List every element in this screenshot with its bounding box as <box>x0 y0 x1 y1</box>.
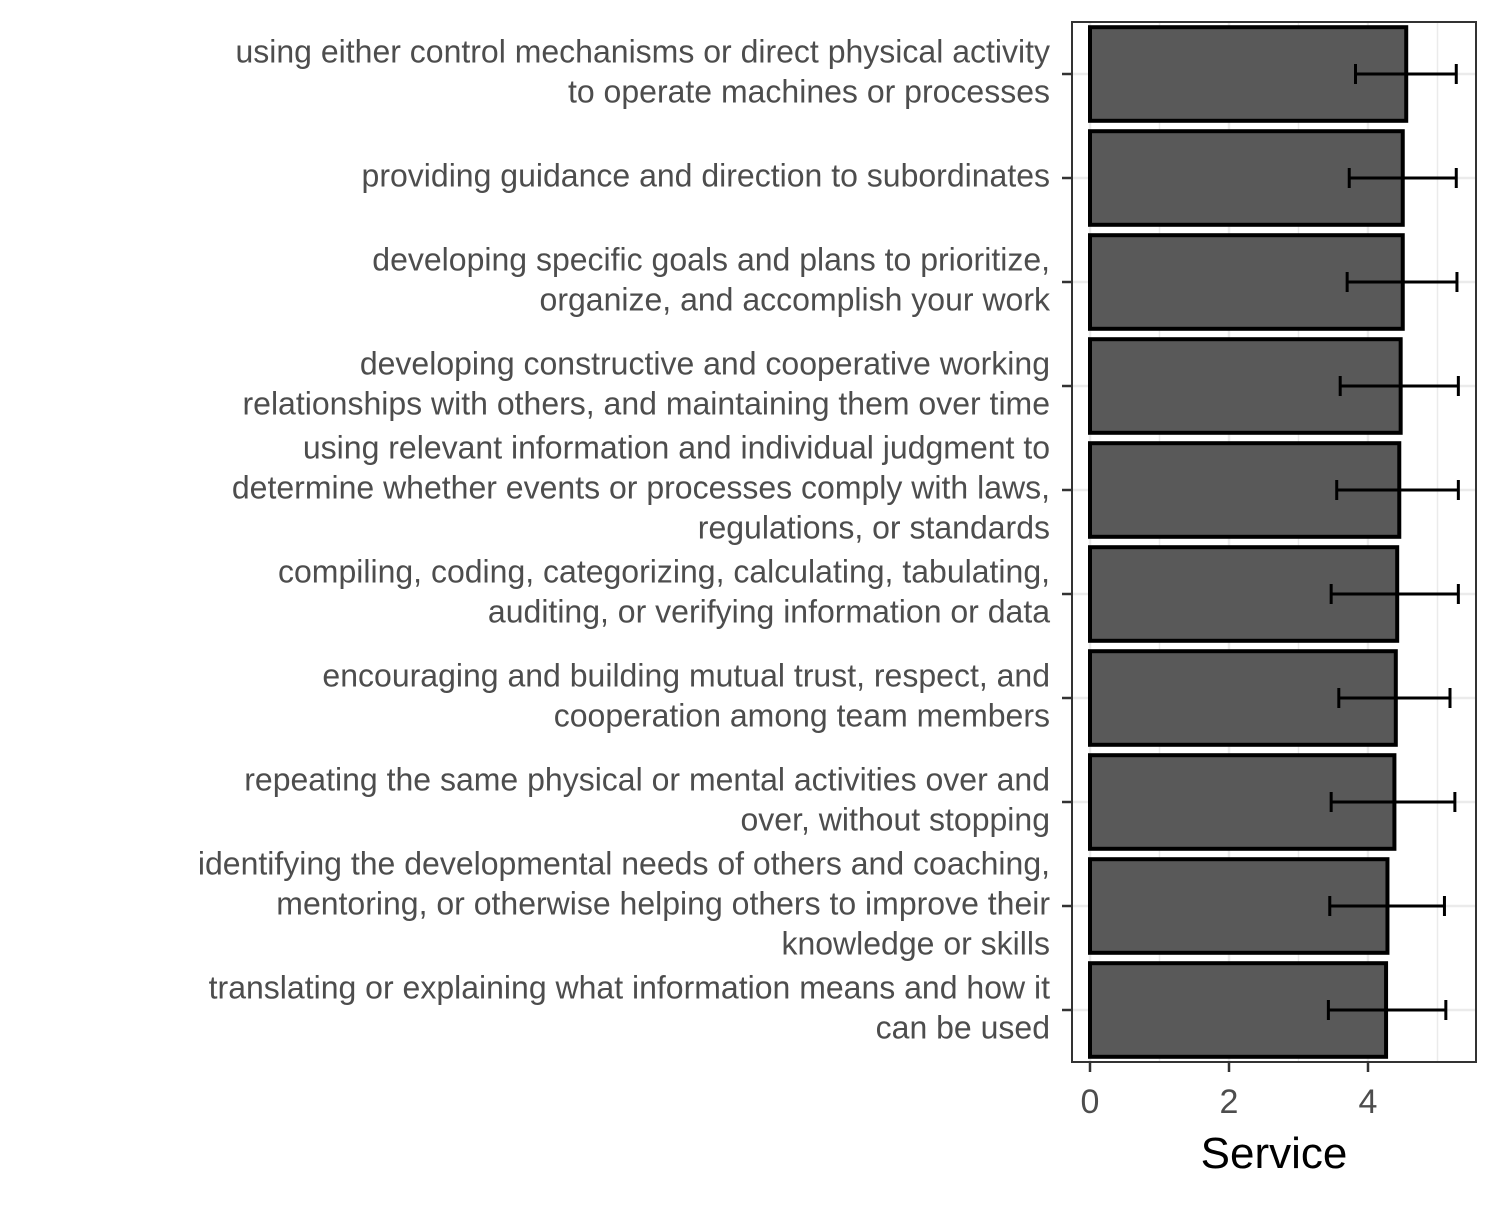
y-tick-label: translating or explaining what informati… <box>209 969 1050 1005</box>
y-tick-label: encouraging and building mutual trust, r… <box>322 657 1050 693</box>
error-bars <box>1326 64 1460 1020</box>
y-tick-label: identifying the developmental needs of o… <box>198 845 1050 881</box>
axes: 0 2 4 <box>1062 72 1378 1121</box>
y-tick-label: determine whether events or processes co… <box>232 469 1050 505</box>
y-tick-label: relationships with others, and maintaini… <box>242 385 1050 421</box>
y-tick-label: repeating the same physical or mental ac… <box>244 761 1050 797</box>
x-tick-label: 4 <box>1359 1083 1378 1121</box>
y-tick-label: using either control mechanisms or direc… <box>235 33 1050 69</box>
y-tick-label: to operate machines or processes <box>568 73 1050 109</box>
y-tick-label: auditing, or verifying information or da… <box>488 593 1050 629</box>
category-labels: using either control mechanisms or direc… <box>198 33 1051 1045</box>
panel-border <box>1071 21 1477 1063</box>
y-tick-label: cooperation among team members <box>554 697 1050 733</box>
y-tick-label: mentoring, or otherwise helping others t… <box>276 885 1050 921</box>
y-tick-label: providing guidance and direction to subo… <box>362 157 1050 193</box>
bar <box>1088 25 1409 123</box>
x-tick-label: 2 <box>1220 1083 1239 1121</box>
bar <box>1088 753 1397 851</box>
y-tick-label: organize, and accomplish your work <box>540 281 1051 317</box>
bars <box>1088 25 1409 1059</box>
y-tick-label: regulations, or standards <box>698 509 1050 545</box>
y-tick-label: developing specific goals and plans to p… <box>372 241 1050 277</box>
y-tick-label: knowledge or skills <box>781 925 1050 961</box>
y-tick-label: over, without stopping <box>740 801 1050 837</box>
y-tick-label: compiling, coding, categorizing, calcula… <box>278 553 1050 589</box>
y-tick-label: can be used <box>876 1009 1050 1045</box>
y-tick-label: using relevant information and individua… <box>303 429 1050 465</box>
x-tick-label: 0 <box>1081 1083 1100 1121</box>
x-axis-title: Service <box>1201 1129 1348 1178</box>
y-tick-label: developing constructive and cooperative … <box>360 345 1050 381</box>
